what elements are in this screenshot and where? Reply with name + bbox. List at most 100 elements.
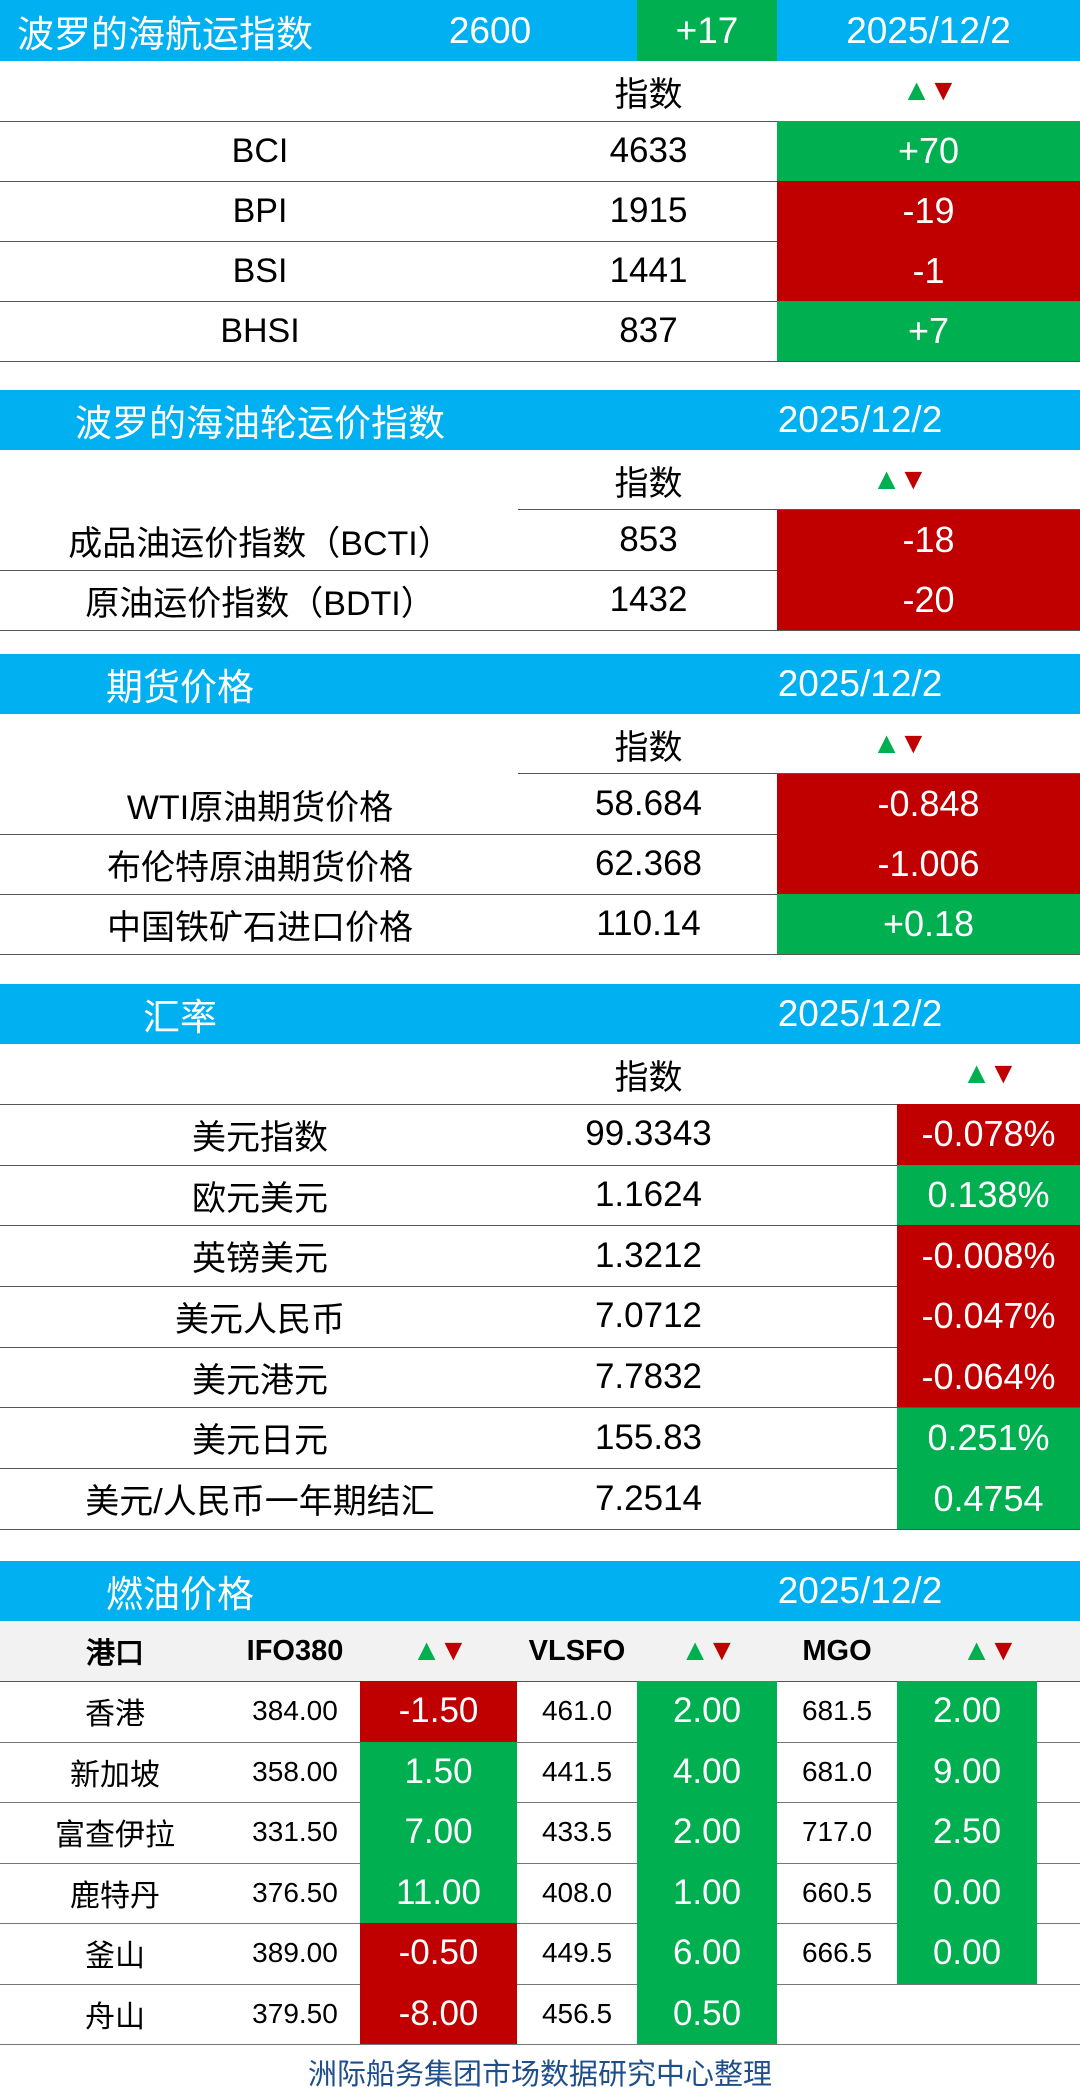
bdi-header: 波罗的海航运指数 2600 +17 2025/12/2 [0,0,1080,61]
row-change: 0.251% [897,1407,1080,1469]
fuel-port: 富查伊拉 [55,1819,175,1853]
col-index-label: 指数 [614,1058,683,1097]
row-name: 英镑美元 [192,1240,328,1279]
row-index: 1441 [609,251,688,290]
ifo380-change: -8.00 [360,1983,517,2044]
fuel-row: 鹿特丹 376.50 11.00 408.0 1.00 660.5 0.00 [0,1862,1080,1924]
mgo-price [777,1984,897,2045]
fx-date: 2025/12/2 [777,993,943,1034]
table-row: 美元人民币 7.0712 -0.047% [0,1286,1080,1348]
up-down-arrows-icon: ▲ ▼ [680,1634,736,1667]
row-change: -0.008% [897,1225,1080,1287]
vlsfo-change: 6.00 [637,1923,777,1984]
row-change: +7 [777,301,1080,361]
fuel-port: 新加坡 [70,1758,160,1792]
fuel-row: 釜山 389.00 -0.50 449.5 6.00 666.5 0.00 [0,1923,1080,1985]
row-name: 美元指数 [192,1118,328,1157]
fuel-col-header: 港口 IFO380 ▲ ▼ VLSFO ▲ ▼ MGO ▲ ▼ [0,1621,1080,1682]
row-index: 7.2514 [594,1478,703,1518]
vlsfo-price: 408.0 [541,1876,613,1908]
row-name: 美元人民币 [175,1300,345,1339]
mgo-change: 0.00 [897,1862,1037,1923]
bdi-title: 波罗的海航运指数 [17,13,313,55]
col-index-label: 指数 [614,728,683,767]
row-name: 美元日元 [192,1422,328,1461]
vlsfo-price: 441.5 [541,1755,613,1787]
table-row: 美元/人民币一年期结汇 7.2514 0.4754 [0,1468,1080,1530]
row-name: 成品油运价指数（BCTI） [68,524,452,563]
table-row: 美元日元 155.83 0.251% [0,1407,1080,1470]
fuel-row: 富查伊拉 331.50 7.00 433.5 2.00 717.0 2.50 [0,1802,1080,1864]
up-down-arrows-icon: ▲ ▼ [901,74,958,107]
row-change: -20 [777,570,1080,630]
row-index: 110.14 [596,904,701,943]
tanker-col-header: 指数 ▲ ▼ [0,450,1080,510]
col-index-label: 指数 [614,75,683,114]
row-index: 99.3343 [585,1114,712,1154]
ifo380-change: 11.00 [360,1862,517,1923]
col-vlsfo: VLSFO [528,1634,626,1667]
fuel-row: 新加坡 358.00 1.50 441.5 4.00 681.0 9.00 [0,1741,1080,1803]
row-change: -0.848 [777,774,1080,834]
ifo380-price: 384.00 [252,1695,338,1727]
row-change: 0.4754 [897,1468,1080,1529]
row-change: -19 [777,181,1080,241]
vlsfo-change: 4.00 [637,1741,777,1802]
tanker-date: 2025/12/2 [777,399,943,440]
vlsfo-price: 461.0 [541,1695,613,1727]
row-name: 原油运价指数（BDTI） [85,584,435,623]
up-down-arrows-icon: ▲ ▼ [871,727,928,760]
table-row: 欧元美元 1.1624 0.138% [0,1164,1080,1227]
row-name: BCI [231,131,289,170]
table-row: BSI 1441 -1 [0,241,1080,302]
mgo-change: 0.00 [897,1923,1037,1984]
row-index: 58.684 [594,784,703,823]
ifo380-change: 7.00 [360,1802,517,1863]
row-change: -0.047% [897,1286,1080,1347]
fuel-port: 鹿特丹 [70,1879,160,1913]
mgo-price: 660.5 [801,1876,873,1908]
table-row: 布伦特原油期货价格 62.368 -1.006 [0,834,1080,895]
col-port: 港口 [85,1638,144,1670]
row-index: 1915 [609,191,688,230]
vlsfo-change: 2.00 [637,1802,777,1863]
ifo380-change: -0.50 [360,1923,517,1984]
footer-credit: 洲际船务集团市场数据研究中心整理 [307,2058,772,2091]
ifo380-price: 389.00 [252,1937,338,1969]
footer: 洲际船务集团市场数据研究中心整理 [0,2044,1080,2099]
vlsfo-change: 2.00 [637,1681,777,1742]
table-row: WTI原油期货价格 58.684 -0.848 [0,774,1080,835]
tanker-title: 波罗的海油轮运价指数 [75,403,445,444]
row-name: BHSI [220,311,300,350]
row-change: 0.138% [897,1164,1080,1226]
up-down-arrows-icon: ▲ ▼ [961,1634,1018,1667]
mgo-change: 9.00 [897,1741,1037,1802]
row-change: +0.18 [777,894,1080,954]
bdi-col-header: 指数 ▲ ▼ [0,61,1080,122]
table-row: 美元港元 7.7832 -0.064% [0,1346,1080,1409]
row-index: 155.83 [594,1417,703,1457]
fx-header: 汇率 2025/12/2 [0,984,1080,1044]
futures-col-header: 指数 ▲ ▼ [0,714,1080,774]
up-down-arrows-icon: ▲ ▼ [411,1634,468,1667]
table-row: BHSI 837 +7 [0,301,1080,362]
mgo-change: 2.50 [897,1802,1037,1863]
fuel-port: 釜山 [85,1940,145,1974]
bdi-change: +17 [637,0,777,61]
ifo380-price: 358.00 [252,1755,338,1787]
row-change: +70 [777,121,1080,181]
row-change: -0.064% [897,1346,1080,1408]
mgo-price: 681.0 [801,1755,873,1787]
bdi-value: 2600 [448,9,532,51]
ifo380-price: 376.50 [252,1876,338,1908]
row-index: 1432 [609,580,688,619]
row-name: BPI [232,191,288,230]
row-name: 欧元美元 [192,1179,328,1218]
fuel-date: 2025/12/2 [777,1570,943,1611]
row-index: 853 [619,520,678,559]
col-mgo: MGO [802,1634,872,1667]
futures-date: 2025/12/2 [777,663,943,704]
table-row: BCI 4633 +70 [0,121,1080,182]
col-ifo380: IFO380 [246,1634,344,1667]
fx-col-header: 指数 ▲ ▼ [0,1044,1080,1105]
